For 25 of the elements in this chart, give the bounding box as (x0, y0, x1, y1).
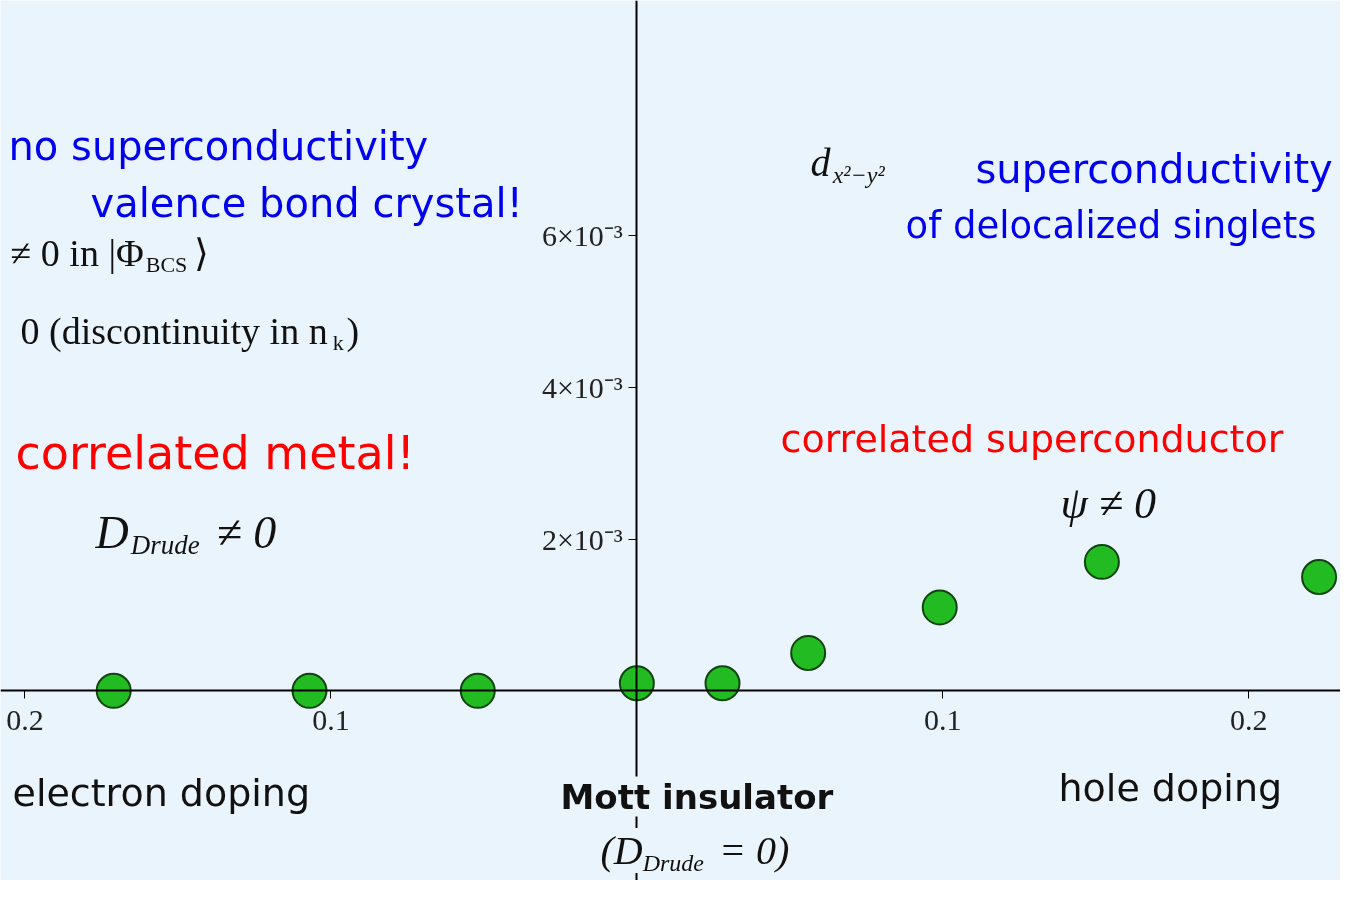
x-tick-label: 0.1 (312, 702, 350, 736)
x-tick-label: 0.2 (6, 702, 44, 736)
x-tick-label: 0.1 (924, 702, 962, 736)
y-tick-label: 2×10⁻³ (541, 522, 623, 556)
y-tick-label: 4×10⁻³ (541, 370, 623, 404)
point (704, 665, 741, 702)
x-tick-label: 0.2 (1229, 702, 1268, 736)
annotation: valence bond crystal! (90, 179, 523, 226)
annotation: no superconductivity (8, 122, 429, 169)
point (790, 634, 827, 671)
point (1301, 559, 1338, 596)
point (291, 672, 328, 709)
annotation: electron doping (12, 770, 311, 815)
y-tick-label: 6×10⁻³ (541, 219, 623, 253)
annotation: superconductivity (975, 145, 1333, 192)
annotation: Mott insulator (560, 776, 834, 817)
point (1083, 543, 1120, 580)
annotation: ψ ≠ 0 (1060, 479, 1156, 528)
annotation: hole doping (1058, 765, 1283, 810)
annotation: of delocalized singlets (905, 204, 1317, 247)
annotation: correlated superconductor (780, 416, 1284, 461)
point (459, 672, 496, 709)
annotation: correlated metal! (15, 425, 415, 480)
point (95, 672, 132, 709)
point (921, 589, 958, 626)
